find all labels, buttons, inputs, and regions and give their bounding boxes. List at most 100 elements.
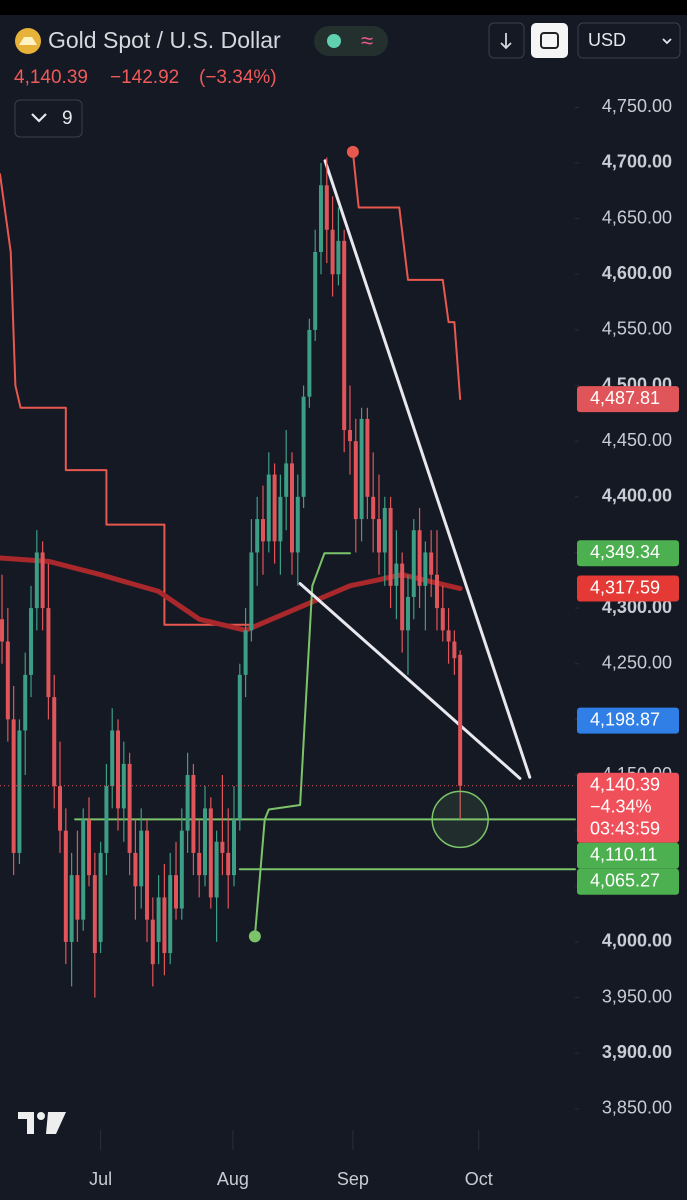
y-tick-label: 3,950.00: [602, 986, 672, 1006]
candle-body: [133, 852, 138, 887]
candle-body: [208, 808, 213, 898]
candle-body: [162, 897, 167, 954]
candle-body: [29, 608, 34, 675]
price-axis: 4,750.00 4,700.00 4,650.00 4,600.00 4,550.00…: [575, 96, 679, 1118]
price-label-sub: −4.34%: [590, 796, 652, 816]
candle-body: [405, 596, 410, 631]
candle-body: [63, 830, 68, 942]
indicator-line: [0, 555, 463, 633]
price-change-percent: (−3.34%): [199, 67, 277, 88]
toggle-chevron: [31, 113, 47, 123]
candle-body: [330, 229, 335, 275]
price-label: 4,487.81: [590, 388, 660, 408]
currency-select[interactable]: [577, 22, 681, 59]
candle-body: [5, 641, 10, 720]
candle-body: [156, 897, 161, 942]
candle-body: [371, 496, 376, 520]
logo-v: [46, 1112, 66, 1134]
candle-body: [400, 563, 405, 631]
candle-body: [46, 608, 51, 698]
candle-body: [168, 875, 173, 954]
candle-body: [243, 630, 248, 675]
candle-body: [191, 775, 196, 853]
candle-body: [237, 674, 242, 820]
candle-body: [232, 819, 237, 876]
line-start-dot: [248, 930, 261, 943]
candle-body: [174, 875, 179, 909]
price-label: 4,065.27: [590, 870, 660, 890]
price-label: 4,317.59: [590, 577, 660, 597]
candle-body: [34, 552, 39, 609]
candle-body: [429, 552, 434, 575]
x-tick-label: Jul: [89, 1169, 112, 1189]
price-label: 4,140.39: [590, 774, 660, 794]
candle-body: [121, 763, 126, 809]
candle-body: [417, 530, 422, 586]
candle-body: [11, 719, 16, 853]
candle-body: [226, 852, 231, 876]
y-tick-label: 4,750.00: [602, 96, 672, 116]
candle-body: [278, 496, 283, 542]
market-dot: [327, 34, 341, 48]
indicators-toggle[interactable]: [14, 99, 83, 138]
y-tick-label: 3,850.00: [602, 1098, 672, 1118]
plot-area: Jul Aug Sep Oct: [0, 145, 576, 1189]
candle-body: [434, 574, 439, 609]
candle-body: [388, 507, 393, 586]
candle-body: [458, 654, 463, 786]
candle-body: [336, 240, 341, 275]
status-bar: [0, 0, 687, 15]
candle-body: [98, 852, 103, 942]
candle-body: [139, 830, 144, 887]
price-label-box: [577, 868, 679, 895]
price-label-box: [577, 842, 679, 869]
price-label: 4,110.11: [590, 844, 657, 864]
candle-body: [452, 641, 457, 659]
x-tick-label: Oct: [465, 1169, 493, 1189]
candle-body: [272, 474, 277, 542]
candle-body: [359, 418, 364, 520]
candle-body: [324, 185, 329, 230]
symbol-title: Gold Spot / U.S. Dollar: [48, 27, 281, 53]
candle-body: [185, 775, 190, 831]
candle-body: [347, 430, 352, 442]
header: Gold Spot / U.S. Dollar ≈ USD 4,140.39 −…: [14, 22, 681, 138]
candle-body: [423, 552, 428, 586]
price-label-box: [577, 575, 679, 602]
candle-body: [446, 630, 451, 642]
candle-body: [58, 786, 63, 831]
highlight-circle: [431, 790, 489, 849]
tv-logo: [18, 1112, 66, 1134]
price-label-box: [577, 540, 679, 567]
status-pill[interactable]: [314, 26, 388, 56]
candle-body: [92, 875, 97, 954]
candle-body: [365, 418, 370, 497]
candle-body: [214, 841, 219, 898]
candle-body: [301, 396, 306, 497]
candle-body: [203, 808, 208, 876]
candle-body: [440, 608, 445, 631]
y-tick-label: 4,700.00: [602, 152, 672, 172]
y-tick-label: 4,000.00: [602, 931, 672, 951]
y-tick-label: 4,600.00: [602, 263, 672, 283]
fullscreen-button[interactable]: [531, 23, 568, 58]
candle-body: [127, 763, 132, 853]
logo-t: [18, 1112, 34, 1134]
candle-body: [255, 519, 260, 553]
candle-body: [23, 674, 28, 731]
candle-body: [110, 730, 115, 787]
logo-dot: [37, 1112, 45, 1120]
candle-body: [197, 852, 202, 876]
y-tick-label: 4,550.00: [602, 319, 672, 339]
candle-body: [87, 819, 92, 876]
candle-body: [313, 252, 318, 330]
y-tick-label: 3,900.00: [602, 1042, 672, 1062]
price-label-box: [577, 772, 679, 843]
candle-body: [17, 730, 22, 853]
y-tick-label: 4,300.00: [602, 597, 672, 617]
price-change: −142.92: [110, 67, 179, 88]
candle-body: [307, 329, 312, 397]
candle-body: [220, 841, 225, 853]
select-chevron: [662, 38, 672, 45]
indicator-count: 9: [62, 108, 73, 129]
